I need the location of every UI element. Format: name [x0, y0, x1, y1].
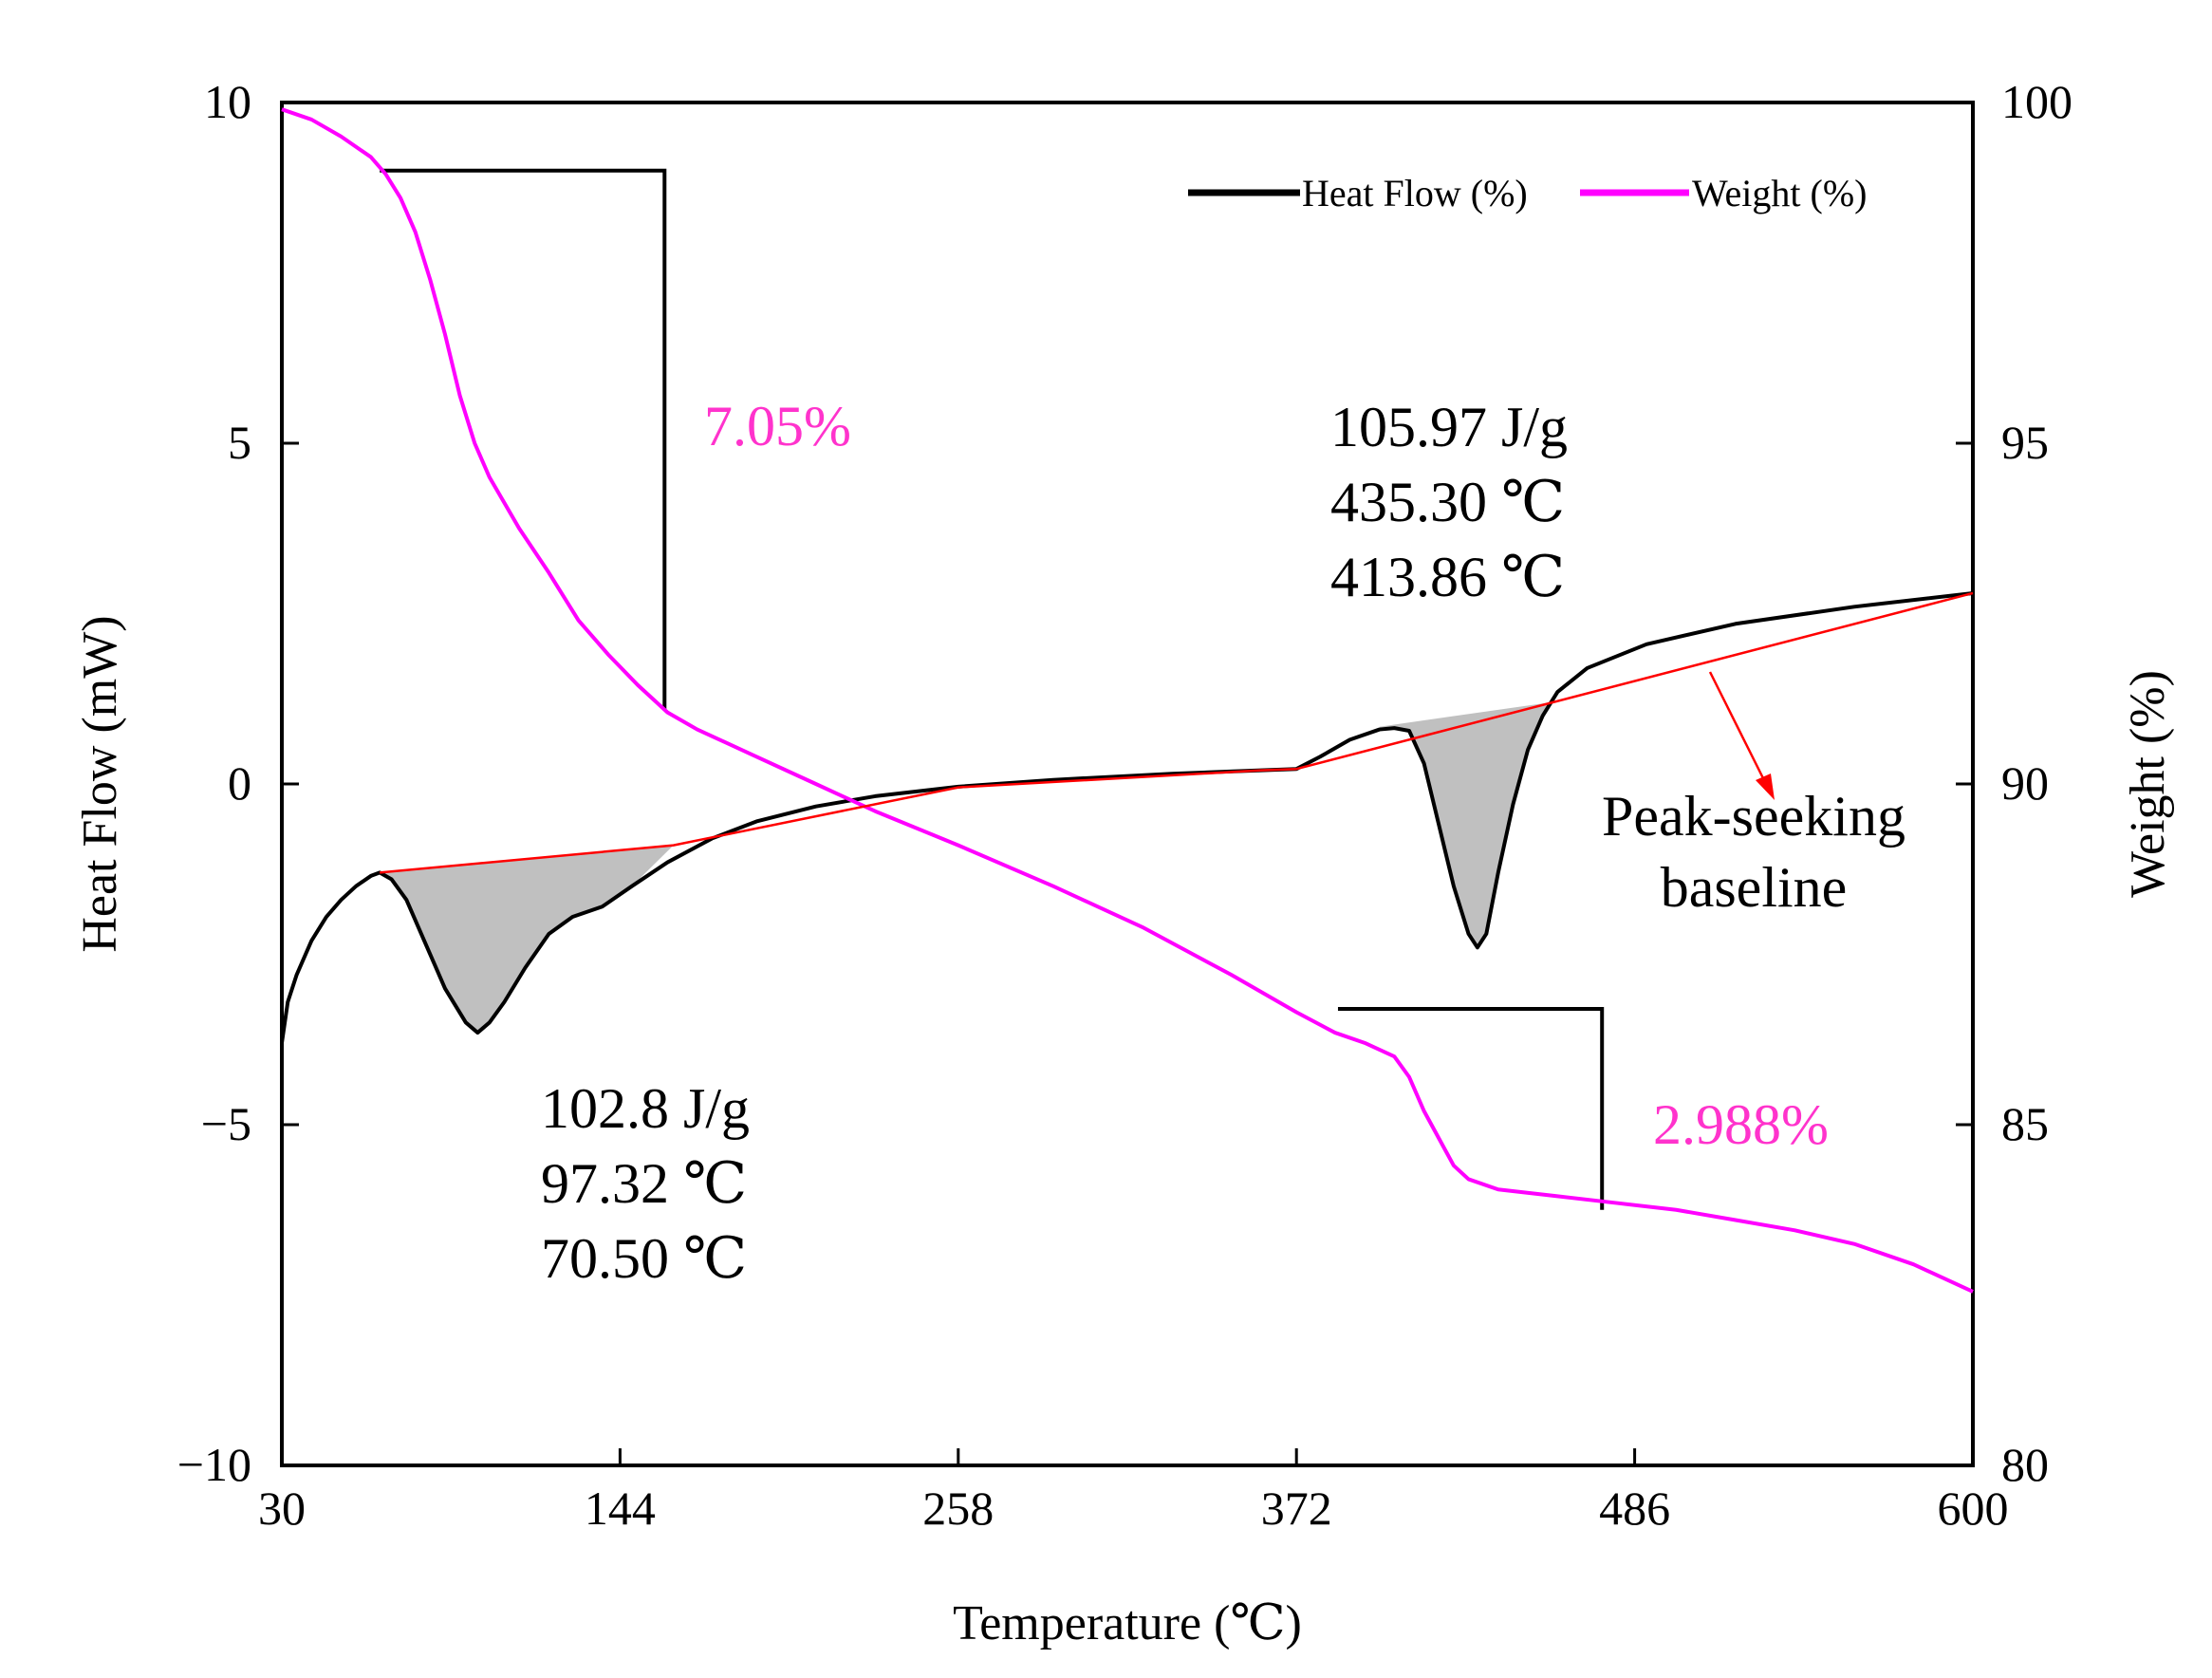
legend-weight-label: Weight (%) [1692, 172, 1868, 214]
y-left-tick-label: −10 [177, 1438, 251, 1491]
peak2-peak-temp: 435.30 ℃ [1330, 471, 1565, 533]
x-tick-label: 486 [1599, 1482, 1670, 1535]
peak1-peak-temp: 97.32 ℃ [541, 1152, 747, 1215]
y-right-tick-label: 95 [2001, 416, 2049, 469]
y-right-tick-label: 100 [2001, 75, 2073, 128]
weight-line [281, 107, 1974, 1294]
peak2-onset-temp: 413.86 ℃ [1330, 546, 1565, 608]
x-tick-label: 600 [1938, 1482, 2009, 1535]
peak2-enthalpy: 105.97 J/g [1330, 396, 1568, 458]
weight-step-group [380, 168, 1605, 1210]
baseline-label-line2: baseline [1661, 856, 1848, 919]
y-right-tick-label: 90 [2001, 756, 2049, 810]
peak1-annotation: 102.8 J/g 97.32 ℃ 70.50 ℃ [541, 1077, 750, 1290]
weight-step-bracket-2 [1337, 1006, 1605, 1210]
x-tick-label: 144 [585, 1482, 656, 1535]
x-tick-label: 372 [1261, 1482, 1332, 1535]
y-left-tick-label: 5 [228, 416, 251, 469]
weight-step-bracket-1 [380, 168, 667, 710]
x-axis-title: Temperature (℃) [953, 1596, 1302, 1650]
y-left-tick-label: 10 [204, 75, 251, 128]
plot-frame [280, 101, 1975, 1467]
y-axis-left-title: Heat Flow (mW) [73, 615, 127, 952]
y-right-tick-label: 80 [2001, 1438, 2049, 1491]
y-axis-right-title: Weight (%) [2121, 670, 2175, 898]
tick-group: 30 144 258 372 486 600 10 5 0 −5 −10 100 95 90 85 80 [177, 75, 2073, 1535]
baseline-callout: Peak-seeking baseline [1602, 671, 1905, 919]
baseline-label-line1: Peak-seeking [1602, 785, 1905, 848]
legend-heat-flow-label: Heat Flow (%) [1302, 172, 1528, 214]
x-tick-label: 30 [258, 1482, 306, 1535]
series-lines-group [280, 107, 1974, 1294]
y-left-tick-label: −5 [201, 1097, 251, 1150]
x-tick-label: 258 [922, 1482, 994, 1535]
legend: Heat Flow (%) Weight (%) [1188, 172, 1868, 214]
peak1-onset-temp: 70.50 ℃ [541, 1227, 747, 1290]
peak-area-1 [380, 845, 674, 1034]
peak-area-2 [1379, 701, 1552, 948]
heat-flow-line [280, 590, 1974, 1044]
y-right-tick-label: 85 [2001, 1097, 2049, 1150]
peak-area-group [380, 701, 1552, 1034]
weight-loss-label-1: 7.05% [704, 395, 851, 457]
peak-seeking-baseline-line [380, 591, 1974, 874]
baseline-arrow-head [1756, 774, 1775, 800]
weight-loss-label-2: 2.988% [1653, 1093, 1829, 1156]
peak2-annotation: 105.97 J/g 435.30 ℃ 413.86 ℃ [1330, 396, 1568, 608]
peak1-enthalpy: 102.8 J/g [541, 1077, 750, 1140]
baseline-arrow-line [1708, 671, 1769, 787]
y-left-tick-label: 0 [228, 756, 251, 810]
